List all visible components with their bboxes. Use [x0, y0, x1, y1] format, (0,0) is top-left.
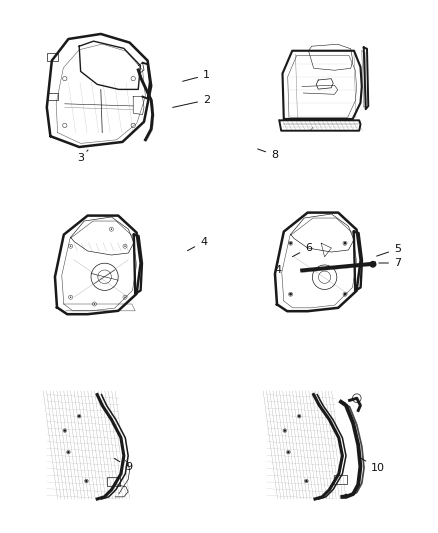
- Text: 9: 9: [114, 458, 132, 472]
- Circle shape: [124, 246, 126, 247]
- Text: 1: 1: [183, 70, 210, 82]
- Text: 2: 2: [173, 95, 210, 108]
- Text: 6: 6: [293, 243, 312, 257]
- Circle shape: [68, 451, 69, 453]
- Text: 4: 4: [274, 262, 281, 275]
- Circle shape: [288, 451, 289, 453]
- Circle shape: [79, 416, 80, 417]
- Circle shape: [64, 430, 65, 431]
- Circle shape: [111, 229, 112, 230]
- Circle shape: [70, 246, 71, 247]
- Circle shape: [299, 416, 300, 417]
- Bar: [47, 93, 58, 100]
- Bar: [334, 475, 347, 484]
- Circle shape: [284, 430, 286, 431]
- Circle shape: [290, 294, 291, 295]
- Circle shape: [306, 480, 307, 482]
- Circle shape: [290, 243, 291, 244]
- Text: 5: 5: [377, 244, 401, 256]
- Text: 4: 4: [187, 237, 207, 251]
- Circle shape: [344, 294, 346, 295]
- Text: 10: 10: [360, 457, 385, 473]
- Text: 3: 3: [77, 150, 88, 163]
- Circle shape: [370, 262, 376, 267]
- Text: 7: 7: [379, 258, 401, 268]
- Circle shape: [344, 243, 346, 244]
- Circle shape: [94, 303, 95, 305]
- Circle shape: [124, 296, 126, 298]
- Bar: [47, 53, 58, 61]
- Text: 8: 8: [258, 149, 278, 160]
- Circle shape: [70, 296, 71, 298]
- Circle shape: [86, 480, 87, 482]
- Bar: [106, 478, 120, 486]
